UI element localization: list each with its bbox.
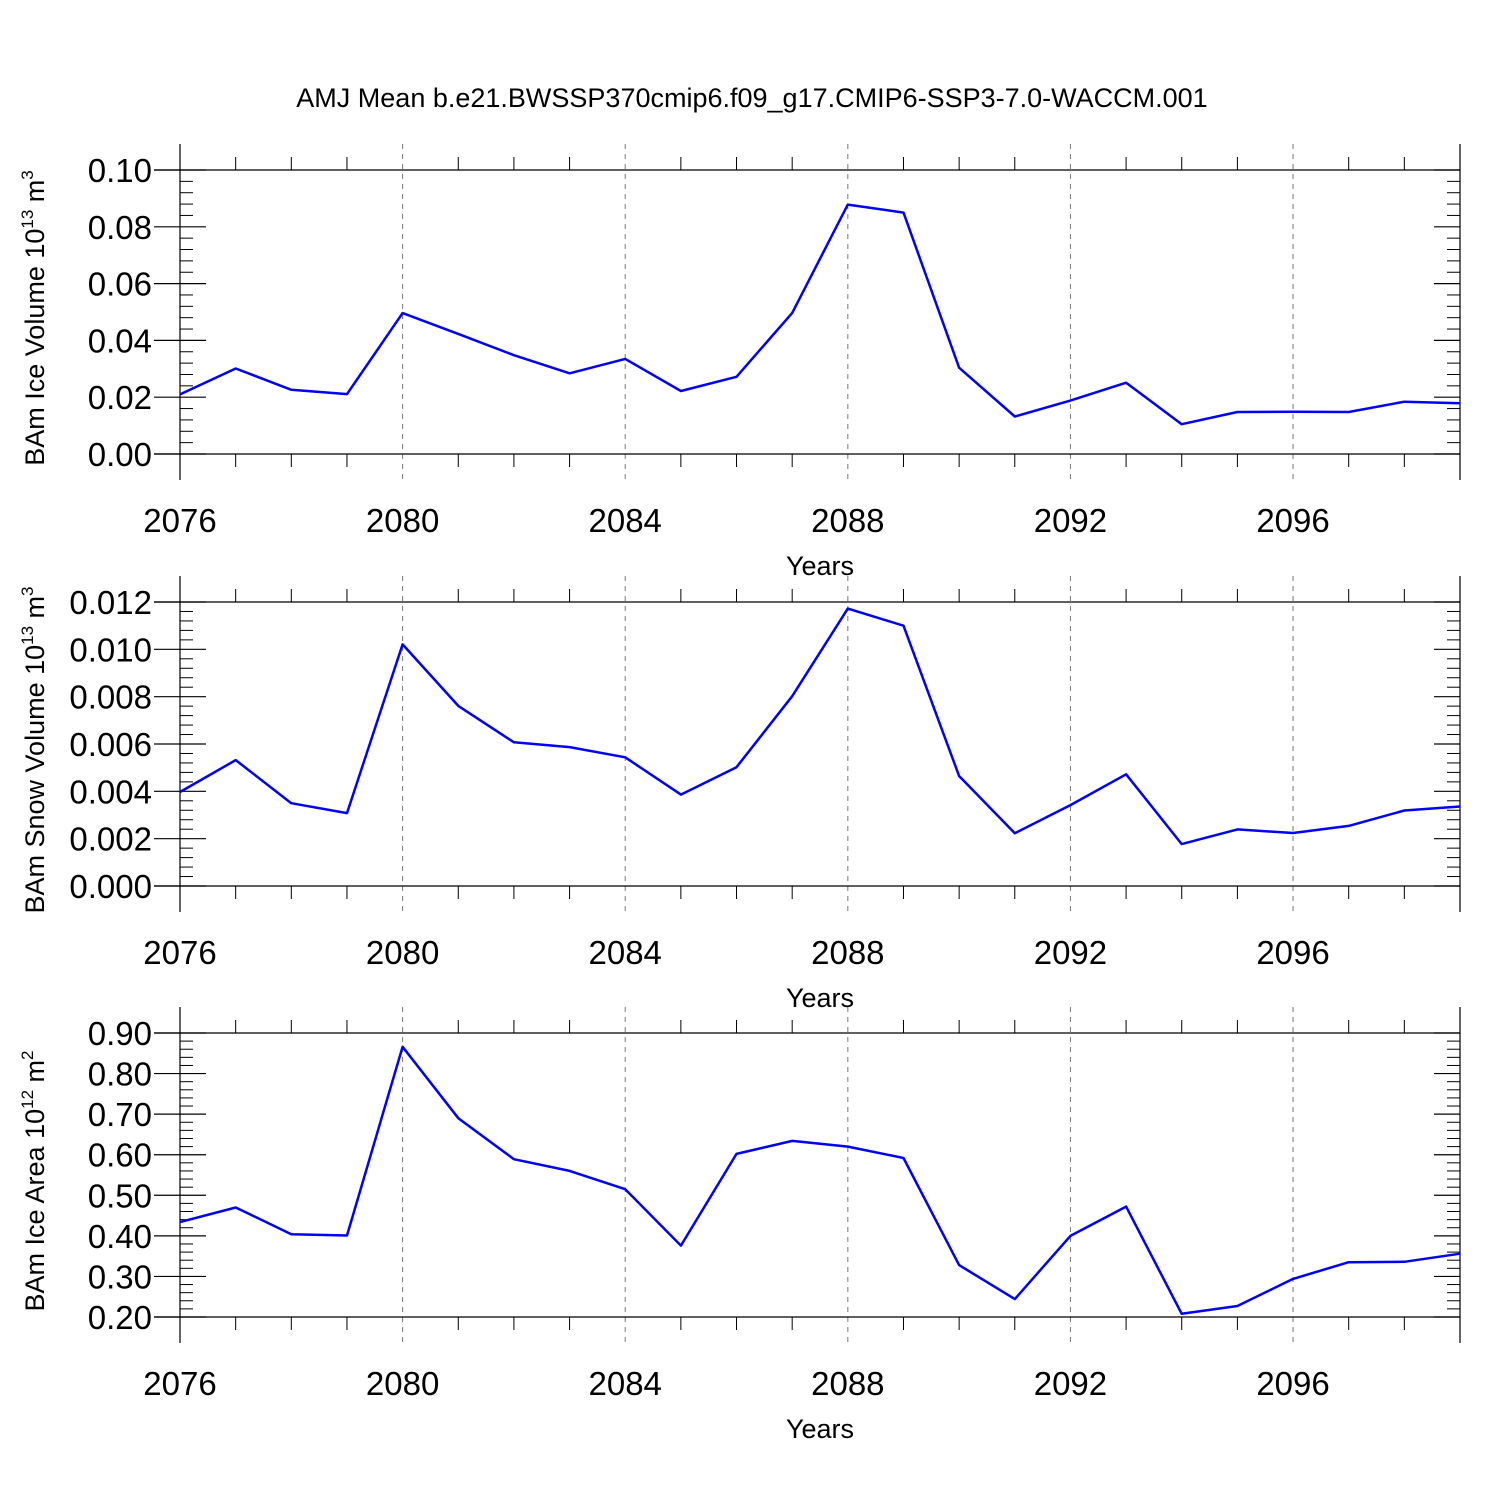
y-tick-label: 0.006	[69, 726, 152, 763]
y-tick-label: 0.004	[69, 773, 152, 810]
y-tick-label: 0.20	[88, 1299, 152, 1336]
y-tick-label: 0.000	[69, 868, 152, 905]
x-tick-label: 2084	[589, 934, 662, 971]
y-tick-label: 0.00	[88, 436, 152, 473]
x-tick-label: 2080	[366, 1365, 439, 1402]
x-axis-label: Years	[786, 551, 854, 581]
y-tick-label: 0.02	[88, 379, 152, 416]
x-tick-label: 2076	[143, 934, 216, 971]
x-tick-label: 2088	[811, 1365, 884, 1402]
series-line	[179, 203, 1461, 426]
x-axis-label: Years	[786, 1414, 854, 1444]
y-axis-label: BAm Snow Volume 1013 m3	[18, 586, 50, 913]
x-tick-label: 2080	[366, 502, 439, 539]
y-tick-label: 0.60	[88, 1137, 152, 1174]
x-tick-label: 2096	[1256, 502, 1329, 539]
x-tick-label: 2084	[589, 1365, 662, 1402]
y-tick-label: 0.008	[69, 679, 152, 716]
y-axis-label: BAm Ice Area 1012 m2	[18, 1051, 50, 1312]
y-tick-label: 0.04	[88, 322, 152, 359]
x-tick-label: 2076	[143, 1365, 216, 1402]
y-tick-label: 0.012	[69, 584, 152, 621]
x-tick-label: 2092	[1034, 502, 1107, 539]
y-tick-label: 0.002	[69, 821, 152, 858]
panel-2: 2076 2080 2084 2088 2092 2096 Years 0.000 0.002 0…	[18, 576, 1461, 1013]
y-tick-label: 0.30	[88, 1258, 152, 1295]
series-line	[179, 1045, 1461, 1316]
x-tick-label: 2084	[589, 502, 662, 539]
x-tick-label: 2076	[143, 502, 216, 539]
x-tick-label: 2092	[1034, 934, 1107, 971]
x-tick-label: 2088	[811, 934, 884, 971]
x-tick-label: 2096	[1256, 934, 1329, 971]
y-tick-label: 0.80	[88, 1056, 152, 1093]
y-axis-label: BAm Ice Volume 1013 m3	[18, 170, 50, 466]
series-line	[179, 607, 1461, 846]
panel-1: 2076 2080 2084 2088 2092 2096 Years 0.00 0.02 0.0…	[18, 144, 1461, 581]
x-tick-label: 2088	[811, 502, 884, 539]
x-tick-label: 2092	[1034, 1365, 1107, 1402]
y-tick-label: 0.50	[88, 1177, 152, 1214]
y-tick-label: 0.08	[88, 209, 152, 246]
x-axis-label: Years	[786, 983, 854, 1013]
y-tick-label: 0.010	[69, 631, 152, 668]
y-tick-label: 0.70	[88, 1096, 152, 1133]
y-tick-label: 0.90	[88, 1015, 152, 1052]
x-tick-label: 2080	[366, 934, 439, 971]
y-tick-label: 0.06	[88, 266, 152, 303]
panel-3: 2076 2080 2084 2088 2092 2096 Years 0.20 0.300.4…	[18, 1007, 1461, 1444]
x-tick-label: 2096	[1256, 1365, 1329, 1402]
y-tick-label: 0.10	[88, 152, 152, 189]
y-tick-label: 0.40	[88, 1218, 152, 1255]
figure-title: AMJ Mean b.e21.BWSSP370cmip6.f09_g17.CMI…	[296, 83, 1207, 113]
